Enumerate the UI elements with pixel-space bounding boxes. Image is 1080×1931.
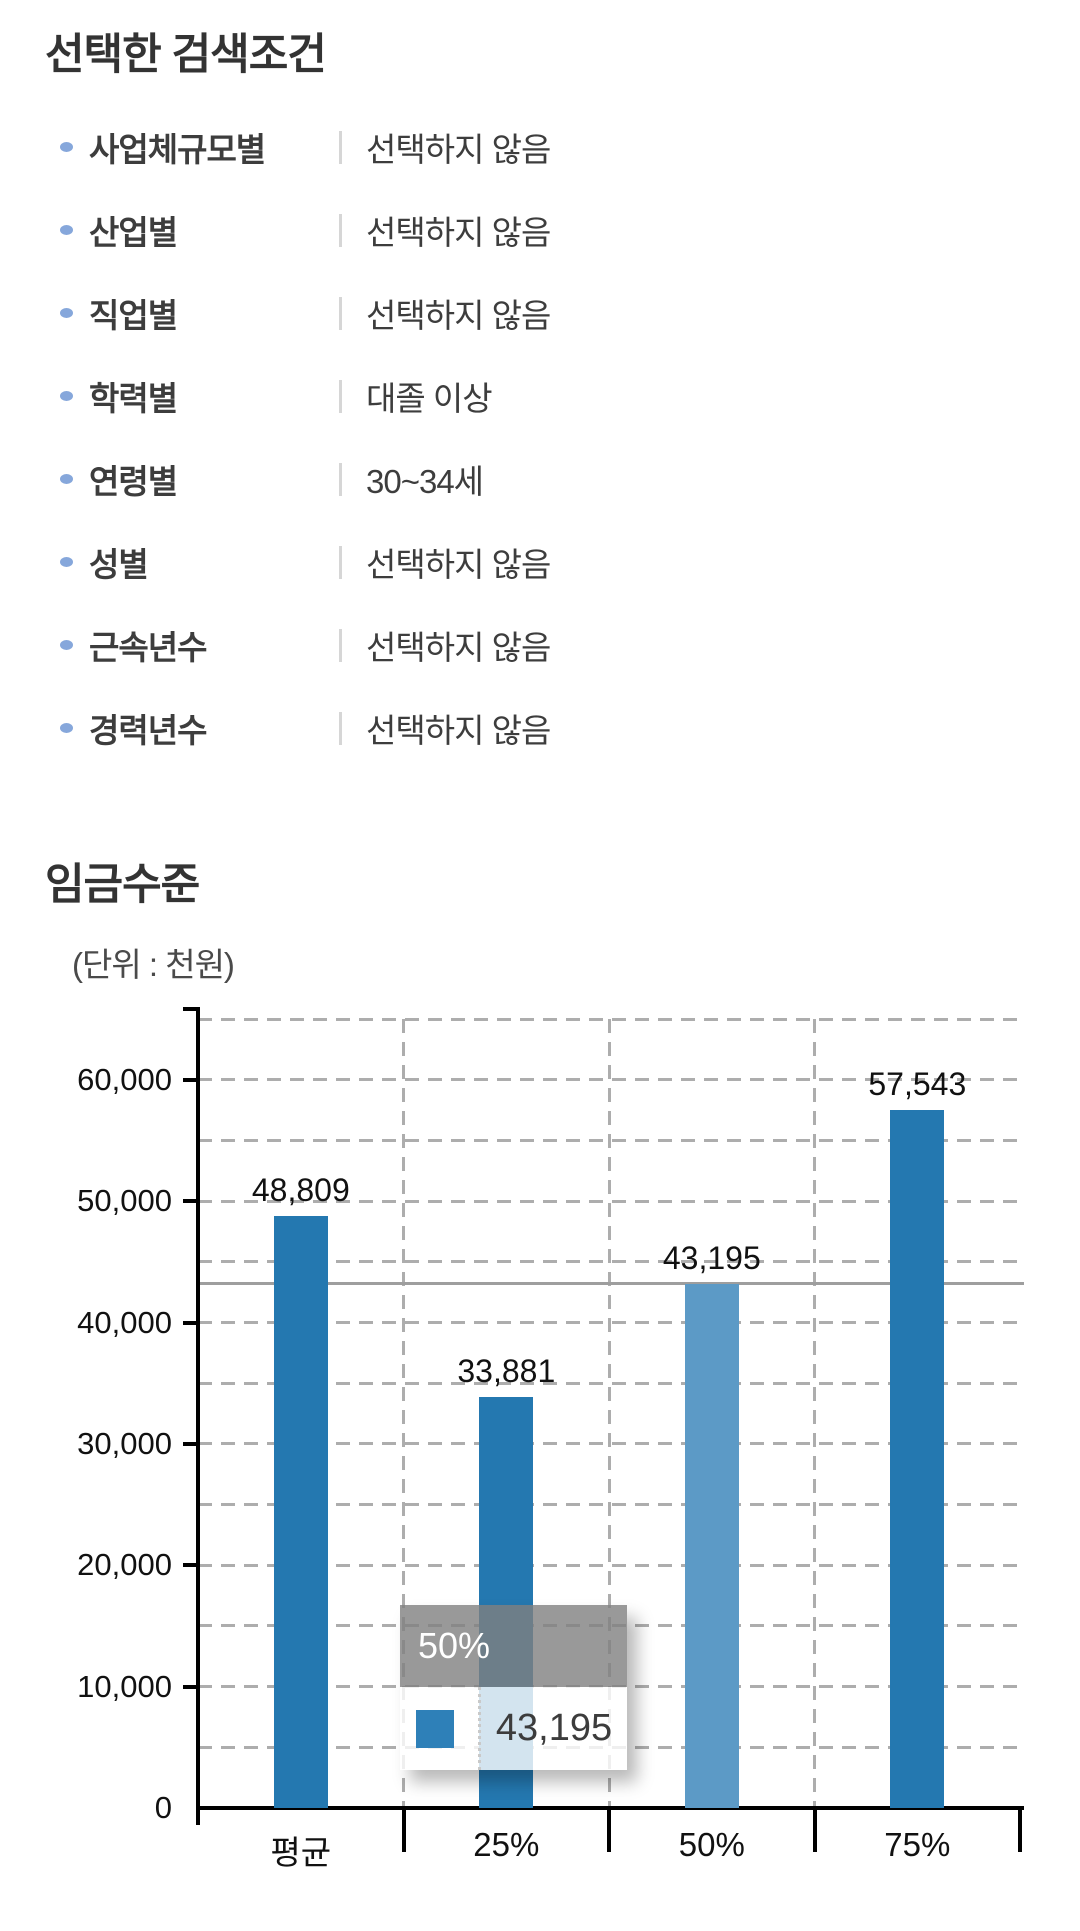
bar-value-label: 57,543 [868, 1065, 967, 1102]
y-axis [196, 1007, 200, 1825]
condition-item: 근속년수 선택하지 않음 [60, 620, 551, 670]
condition-label: 근속년수 [89, 629, 207, 666]
divider [339, 130, 342, 164]
condition-item: 성별 선택하지 않음 [60, 537, 551, 587]
x-tick [401, 1806, 406, 1852]
condition-item: 직업별 선택하지 않음 [60, 288, 551, 338]
y-tick [183, 1441, 198, 1446]
y-tick-label: 20,000 [77, 1547, 172, 1583]
condition-label: 경력년수 [89, 712, 207, 749]
v-gridline [607, 1019, 611, 1808]
x-tick-label: 평균 [270, 1834, 332, 1871]
condition-label: 사업체규모별 [89, 131, 266, 168]
condition-label: 직업별 [89, 297, 178, 334]
y-tick-label: 0 [154, 1790, 172, 1825]
y-tick [183, 1199, 198, 1204]
divider [339, 296, 342, 330]
y-tick [183, 1077, 198, 1082]
condition-value: 선택하지 않음 [366, 214, 551, 251]
bullet-icon [60, 391, 73, 401]
condition-value: 선택하지 않음 [366, 297, 551, 334]
condition-value: 선택하지 않음 [366, 629, 551, 666]
condition-label: 산업별 [89, 214, 178, 251]
wage-title: 임금수준 [45, 861, 200, 909]
divider [339, 379, 342, 413]
y-tick [183, 1563, 198, 1568]
bullet-icon [60, 142, 73, 152]
bar-value-label: 43,195 [662, 1239, 761, 1276]
bar-3[interactable] [890, 1109, 945, 1808]
v-gridline [402, 1019, 405, 1808]
tooltip: 50% 43,195 [400, 1605, 627, 1770]
divider [339, 213, 342, 247]
condition-item: 경력년수 선택하지 않음 [60, 703, 551, 753]
tooltip-swatch-icon [416, 1710, 454, 1748]
x-tick-label: 50% [678, 1826, 745, 1863]
bullet-icon [60, 640, 73, 650]
y-tick-label: 50,000 [77, 1183, 172, 1219]
condition-item: 산업별 선택하지 않음 [60, 205, 551, 255]
tooltip-header: 50% [400, 1605, 627, 1687]
tooltip-value: 43,195 [495, 1707, 613, 1749]
y-tick-label: 60,000 [77, 1061, 172, 1097]
divider [339, 628, 342, 662]
tooltip-divider [478, 1687, 481, 1770]
bullet-icon [60, 723, 73, 733]
y-tick-label: 40,000 [77, 1304, 172, 1340]
x-tick [812, 1806, 817, 1852]
condition-value: 선택하지 않음 [366, 131, 551, 168]
y-tick-label: 10,000 [77, 1668, 172, 1704]
bullet-icon [60, 308, 73, 318]
y-axis-top-tick [183, 1007, 198, 1011]
divider [339, 545, 342, 579]
x-tick [1018, 1806, 1022, 1852]
condition-value: 선택하지 않음 [366, 546, 551, 583]
wage-chart: 0 10,000 20,000 30,000 40,000 50,000 60,000 48,… [0, 1007, 1080, 1931]
bar-2[interactable] [684, 1283, 739, 1808]
condition-label: 성별 [89, 546, 149, 583]
x-tick-label: 75% [884, 1826, 951, 1863]
condition-item: 학력별 대졸 이상 [60, 371, 550, 421]
bullet-icon [60, 474, 73, 484]
condition-label: 학력별 [89, 380, 178, 417]
bar-value-label: 48,809 [251, 1171, 350, 1208]
condition-value: 대졸 이상 [366, 380, 493, 417]
x-tick-label: 25% [473, 1826, 540, 1863]
bar-0[interactable] [273, 1215, 328, 1808]
bullet-icon [60, 225, 73, 235]
condition-label: 연령별 [89, 463, 178, 500]
divider [339, 711, 342, 745]
condition-value: 30~34세 [366, 463, 484, 500]
condition-value: 선택하지 않음 [366, 712, 551, 749]
condition-item: 사업체규모별 선택하지 않음 [60, 122, 551, 172]
tooltip-body: 43,195 [400, 1687, 627, 1770]
condition-item: 연령별 30~34세 [60, 454, 550, 504]
v-gridline [813, 1019, 816, 1808]
conditions-list: 사업체규모별 선택하지 않음 산업별 선택하지 않음 직업별 선택하지 않음 학… [60, 122, 551, 786]
bar-value-label: 33,881 [457, 1352, 556, 1389]
conditions-title: 선택한 검색조건 [45, 31, 327, 79]
y-tick-label: 30,000 [77, 1425, 172, 1461]
bullet-icon [60, 557, 73, 567]
divider [339, 462, 342, 496]
y-tick [183, 1684, 198, 1689]
x-tick [607, 1806, 611, 1852]
unit-note: (단위 : 천원) [72, 946, 235, 983]
reference-line [198, 1282, 1024, 1286]
y-tick [183, 1320, 198, 1325]
